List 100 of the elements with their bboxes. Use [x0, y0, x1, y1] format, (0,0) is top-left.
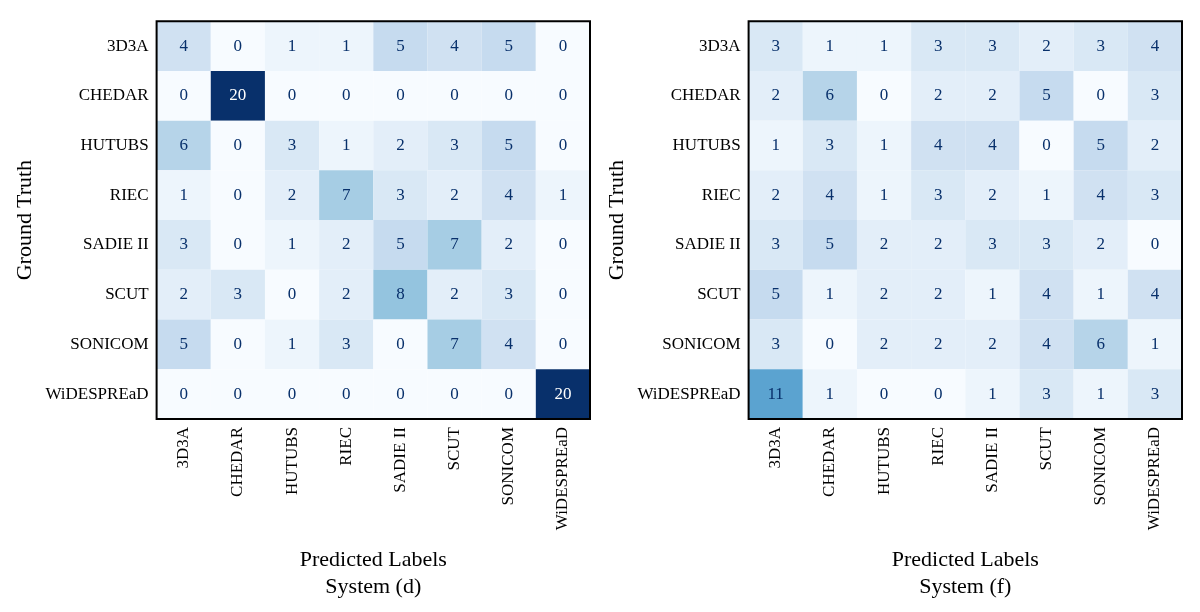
data-label: 4 [1042, 333, 1052, 353]
data-label: 3 [233, 284, 243, 304]
data-label: 4 [450, 35, 460, 55]
data-label: 11 [767, 383, 784, 403]
data-label: 0 [1096, 85, 1105, 105]
x-tick-label: CHEDAR [227, 426, 247, 497]
data-label: 1 [1042, 184, 1051, 204]
y-tick-label: CHEDAR [670, 85, 742, 105]
data-label: 2 [771, 85, 780, 105]
y-axis-title: Ground Truth [602, 159, 628, 281]
data-label: 1 [558, 184, 568, 204]
data-label: 1 [1096, 284, 1105, 304]
data-label: 4 [825, 184, 835, 204]
data-label: 0 [558, 134, 568, 154]
y-tick-label: WiDESPREaD [637, 383, 741, 403]
x-tick-label: 3D3A [173, 426, 193, 469]
data-label: 7 [450, 333, 460, 353]
data-label: 1 [825, 383, 835, 403]
data-label: 0 [558, 35, 568, 55]
data-label: 6 [825, 85, 835, 105]
data-label: 4 [1042, 284, 1052, 304]
data-label: 3 [1150, 85, 1160, 105]
data-label: 1 [287, 35, 297, 55]
data-label: 0 [396, 85, 405, 105]
data-label: 1 [879, 184, 889, 204]
data-label: 3 [825, 134, 835, 154]
data-label: 3 [1150, 184, 1160, 204]
data-label: 4 [933, 134, 943, 154]
data-label: 5 [504, 134, 513, 154]
data-label: 2 [450, 284, 459, 304]
data-label: 1 [988, 284, 997, 304]
data-label: 0 [233, 333, 243, 353]
x-tick-label: HUTUBS [281, 427, 301, 496]
y-tick-label: SONICOM [662, 333, 741, 353]
data-label: 0 [233, 35, 243, 55]
data-label: 2 [879, 333, 889, 353]
data-label: 7 [450, 234, 460, 254]
data-label: 1 [287, 333, 297, 353]
y-tick-label: WiDESPREaD [45, 383, 149, 403]
data-label: 0 [558, 234, 568, 254]
data-label: 3 [771, 333, 780, 353]
data-label: 20 [554, 383, 572, 403]
data-label: 5 [771, 284, 780, 304]
data-label: 0 [1042, 134, 1051, 154]
data-label: 0 [287, 383, 297, 403]
data-label: 3 [341, 333, 351, 353]
x-tick-label: WiDESPREaD [552, 427, 572, 531]
data-label: 2 [988, 85, 997, 105]
x-tick-label: SCUT [1036, 426, 1056, 471]
data-label: 0 [933, 383, 943, 403]
data-label: 1 [1150, 333, 1160, 353]
y-tick-label: HUTUBS [672, 134, 741, 154]
data-label: 0 [450, 85, 459, 105]
data-label: 2 [396, 134, 405, 154]
data-label: 3 [988, 35, 997, 55]
data-label: 2 [504, 234, 513, 254]
data-label: 1 [825, 35, 835, 55]
y-tick-label: RIEC [109, 184, 149, 204]
data-label: 7 [341, 184, 351, 204]
data-label: 0 [504, 383, 513, 403]
data-label: 3 [988, 234, 997, 254]
data-label: 0 [879, 383, 889, 403]
data-label: 4 [504, 184, 514, 204]
data-label: 0 [396, 383, 405, 403]
data-label: 3 [504, 284, 513, 304]
data-label: 3 [287, 134, 297, 154]
data-label: 2 [341, 234, 351, 254]
data-label: 4 [1150, 35, 1160, 55]
data-label: 2 [933, 333, 943, 353]
data-label: 3 [1096, 35, 1105, 55]
data-label: 2 [933, 85, 943, 105]
data-label: 0 [558, 333, 568, 353]
data-label: 2 [933, 284, 943, 304]
data-label: 2 [879, 284, 889, 304]
data-label: 3 [1042, 234, 1051, 254]
data-label: 4 [1150, 284, 1160, 304]
data-label: 2 [341, 284, 351, 304]
data-label: 1 [879, 134, 889, 154]
data-label: 0 [233, 234, 243, 254]
data-label: 3 [933, 35, 943, 55]
data-label: 1 [879, 35, 889, 55]
data-label: 0 [341, 85, 351, 105]
data-label: 3 [1150, 383, 1160, 403]
data-label: 4 [179, 35, 189, 55]
data-label: 0 [179, 383, 188, 403]
y-tick-label: CHEDAR [78, 85, 150, 105]
data-label: 0 [341, 383, 351, 403]
data-label: 3 [179, 234, 188, 254]
y-tick-label: SADIE II [674, 234, 741, 254]
data-label: 0 [1150, 234, 1160, 254]
data-label: 3 [771, 234, 780, 254]
data-label: 0 [287, 284, 297, 304]
x-tick-label: HUTUBS [873, 427, 893, 496]
x-tick-label: CHEDAR [819, 426, 839, 497]
data-label: 0 [233, 383, 243, 403]
data-label: 5 [396, 35, 405, 55]
data-label: 1 [179, 184, 188, 204]
data-label: 1 [1096, 383, 1105, 403]
data-label: 1 [287, 234, 297, 254]
data-label: 4 [504, 333, 514, 353]
